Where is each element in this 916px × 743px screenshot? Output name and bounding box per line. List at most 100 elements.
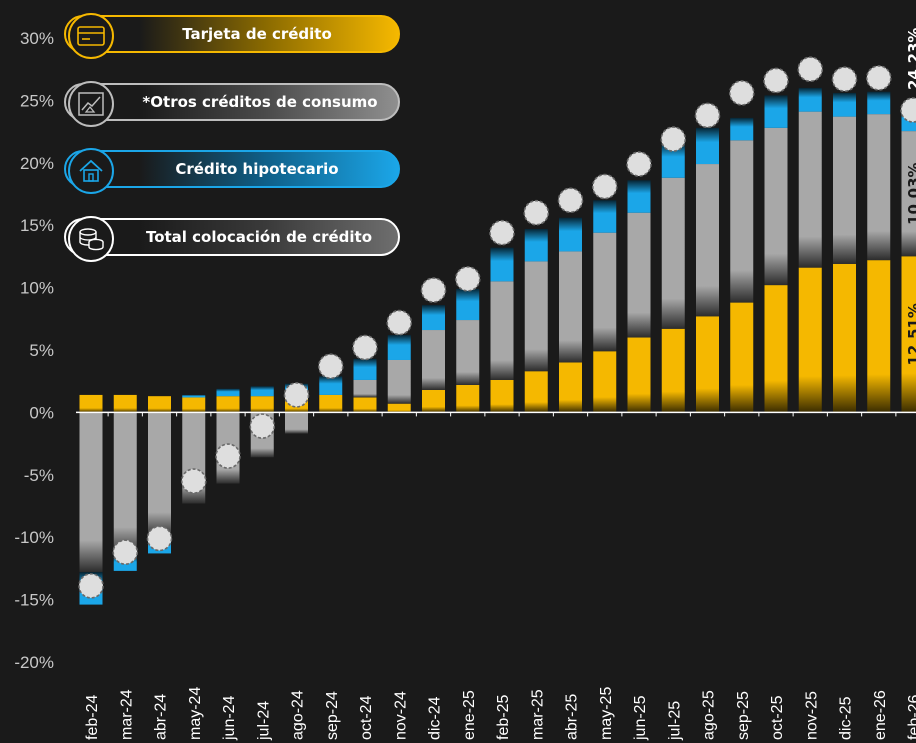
bar-card [79, 394, 103, 413]
x-tick-label: may-25 [598, 687, 615, 740]
y-tick-label: 30% [20, 29, 54, 48]
y-tick-label: -10% [14, 528, 54, 547]
bar-consumer [833, 116, 856, 264]
total-marker [317, 353, 344, 380]
legend-consumer-label: *Otros créditos de consumo [142, 93, 378, 111]
x-tick-label: ago-25 [701, 690, 718, 740]
x-tick-label: nov-24 [392, 691, 409, 740]
bar-consumer [901, 131, 916, 257]
bar-consumer [798, 111, 822, 268]
coins-icon [68, 216, 114, 262]
bar-consumer [285, 412, 308, 434]
bar-card [798, 267, 822, 413]
bar-card [696, 316, 719, 413]
legend-total: Total colocación de crédito [64, 216, 400, 262]
total-marker [420, 277, 447, 303]
total-marker [660, 126, 687, 152]
total-marker [180, 468, 207, 494]
total-marker [591, 173, 618, 200]
bar-mortgage [661, 142, 685, 178]
total-marker [489, 219, 515, 246]
bar-mortgage [798, 87, 822, 112]
bar-consumer [764, 127, 788, 286]
bar-consumer [661, 177, 685, 329]
bar-consumer [696, 164, 719, 317]
total-marker [283, 382, 310, 408]
x-tick-label: ene-26 [872, 690, 889, 740]
total-marker [728, 80, 755, 106]
x-tick-label: dic-24 [427, 696, 444, 740]
x-tick-label: jul-24 [255, 701, 272, 741]
total-marker [557, 187, 584, 214]
bar-consumer [524, 261, 548, 372]
bar-mortgage [833, 92, 856, 117]
total-marker [386, 309, 413, 336]
bar-card [901, 256, 916, 413]
x-tick-label: feb-26 [906, 695, 916, 740]
x-tick-label: sep-24 [324, 691, 341, 740]
total-marker [112, 539, 139, 565]
labels-layer: 24,23% 10,03% 12,51% [905, 28, 916, 366]
bar-consumer [559, 251, 582, 363]
bar-card [833, 263, 856, 413]
x-tick-label: dic-25 [838, 696, 855, 740]
x-tick-label: jul-25 [666, 701, 683, 741]
x-tick-label: jun-24 [221, 695, 238, 741]
y-tick-label: 5% [29, 341, 54, 360]
total-marker [352, 334, 378, 361]
bar-card [764, 285, 788, 413]
bar-mortgage [490, 247, 514, 282]
bar-mortgage [696, 127, 719, 165]
bar-consumer [490, 281, 514, 380]
total-marker [694, 102, 721, 129]
bar-mortgage [627, 180, 651, 213]
y-tick-label: -15% [14, 591, 54, 610]
x-tick-label: ene-25 [461, 690, 478, 740]
bar-card [730, 302, 754, 413]
y-tick-label: 0% [29, 403, 54, 422]
legend-card-label: Tarjeta de crédito [182, 25, 332, 43]
x-tick-label: jun-25 [632, 695, 649, 741]
bar-card [456, 384, 480, 413]
x-tick-label: may-24 [187, 687, 204, 740]
bar-card [182, 397, 206, 413]
legend-consumer: *Otros créditos de consumo [64, 81, 400, 127]
x-tick-label: abr-25 [564, 694, 581, 740]
total-marker [454, 266, 481, 292]
total-marker [215, 443, 241, 469]
bar-mortgage [387, 335, 411, 360]
bar-mortgage [422, 305, 445, 331]
bar-mortgage [867, 91, 891, 115]
x-tick-label: ago-24 [290, 690, 307, 740]
total-marker [146, 525, 173, 552]
total-marker [865, 65, 892, 91]
bar-mortgage [216, 388, 240, 397]
bar-mortgage [593, 200, 617, 233]
y-tick-label: 15% [20, 216, 54, 235]
x-tick-label: nov-25 [803, 691, 820, 740]
bars-layer [79, 87, 916, 605]
bar-mortgage [559, 217, 582, 252]
x-tick-label: oct-24 [358, 695, 375, 740]
bar-consumer [456, 320, 480, 385]
bar-consumer [422, 330, 445, 390]
bar-card [216, 396, 240, 413]
x-tick-label: mar-25 [529, 689, 546, 740]
credit-card-icon [68, 13, 114, 59]
bar-mortgage [524, 228, 548, 262]
total-markers-layer [78, 56, 916, 599]
bar-card [593, 351, 617, 413]
legend-mortgage-label: Crédito hipotecario [175, 160, 339, 178]
total-marker [626, 151, 652, 177]
total-marker [763, 67, 789, 94]
x-tick-label: feb-25 [495, 695, 512, 740]
bar-mortgage [250, 386, 274, 397]
y-tick-label: -20% [14, 653, 54, 672]
bar-card [422, 389, 445, 413]
total-marker [523, 199, 550, 226]
y-tick-label: -5% [24, 466, 54, 485]
bar-card [353, 397, 377, 413]
bar-mortgage [730, 117, 754, 141]
bar-mortgage [353, 358, 377, 380]
house-icon [68, 148, 114, 194]
